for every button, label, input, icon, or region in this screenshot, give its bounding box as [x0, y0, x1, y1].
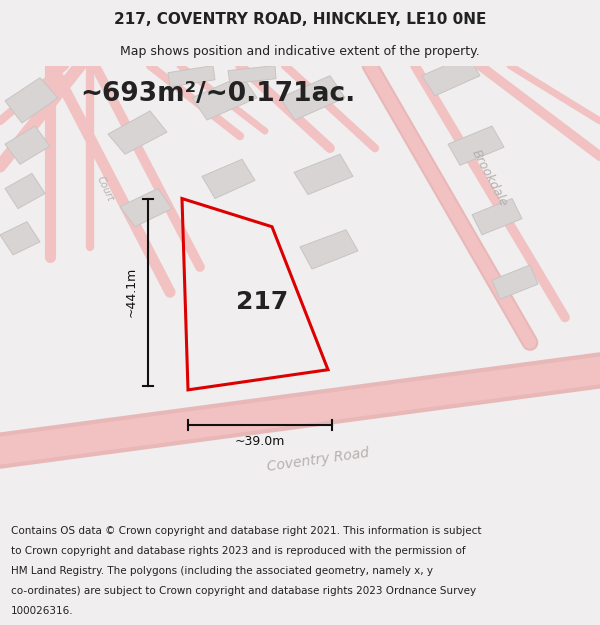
Text: co-ordinates) are subject to Crown copyright and database rights 2023 Ordnance S: co-ordinates) are subject to Crown copyr…	[11, 586, 476, 596]
Polygon shape	[422, 56, 480, 96]
Text: ~39.0m: ~39.0m	[235, 435, 285, 448]
Text: Brookdale: Brookdale	[469, 148, 511, 209]
Polygon shape	[5, 78, 58, 123]
Polygon shape	[294, 154, 353, 194]
Text: HM Land Registry. The polygons (including the associated geometry, namely x, y: HM Land Registry. The polygons (includin…	[11, 566, 433, 576]
Polygon shape	[0, 222, 40, 255]
Polygon shape	[5, 126, 50, 164]
Polygon shape	[120, 189, 172, 227]
Text: 217: 217	[236, 290, 288, 314]
Text: Coventry Road: Coventry Road	[266, 446, 370, 474]
Text: Contains OS data © Crown copyright and database right 2021. This information is : Contains OS data © Crown copyright and d…	[11, 526, 481, 536]
Text: 100026316.: 100026316.	[11, 606, 73, 616]
Polygon shape	[472, 199, 522, 235]
Polygon shape	[168, 66, 215, 87]
Polygon shape	[492, 265, 538, 299]
Polygon shape	[300, 230, 358, 269]
Text: 217, COVENTRY ROAD, HINCKLEY, LE10 0NE: 217, COVENTRY ROAD, HINCKLEY, LE10 0NE	[114, 12, 486, 27]
Text: Map shows position and indicative extent of the property.: Map shows position and indicative extent…	[120, 45, 480, 58]
Text: to Crown copyright and database rights 2023 and is reproduced with the permissio: to Crown copyright and database rights 2…	[11, 546, 466, 556]
Polygon shape	[280, 76, 345, 120]
Polygon shape	[192, 76, 257, 120]
Polygon shape	[108, 111, 167, 154]
Polygon shape	[5, 173, 45, 209]
Text: ~44.1m: ~44.1m	[125, 267, 138, 318]
Text: Court: Court	[95, 174, 115, 203]
Text: ~693m²/~0.171ac.: ~693m²/~0.171ac.	[80, 81, 356, 107]
Polygon shape	[228, 66, 276, 84]
Polygon shape	[202, 159, 255, 199]
Polygon shape	[448, 126, 504, 165]
